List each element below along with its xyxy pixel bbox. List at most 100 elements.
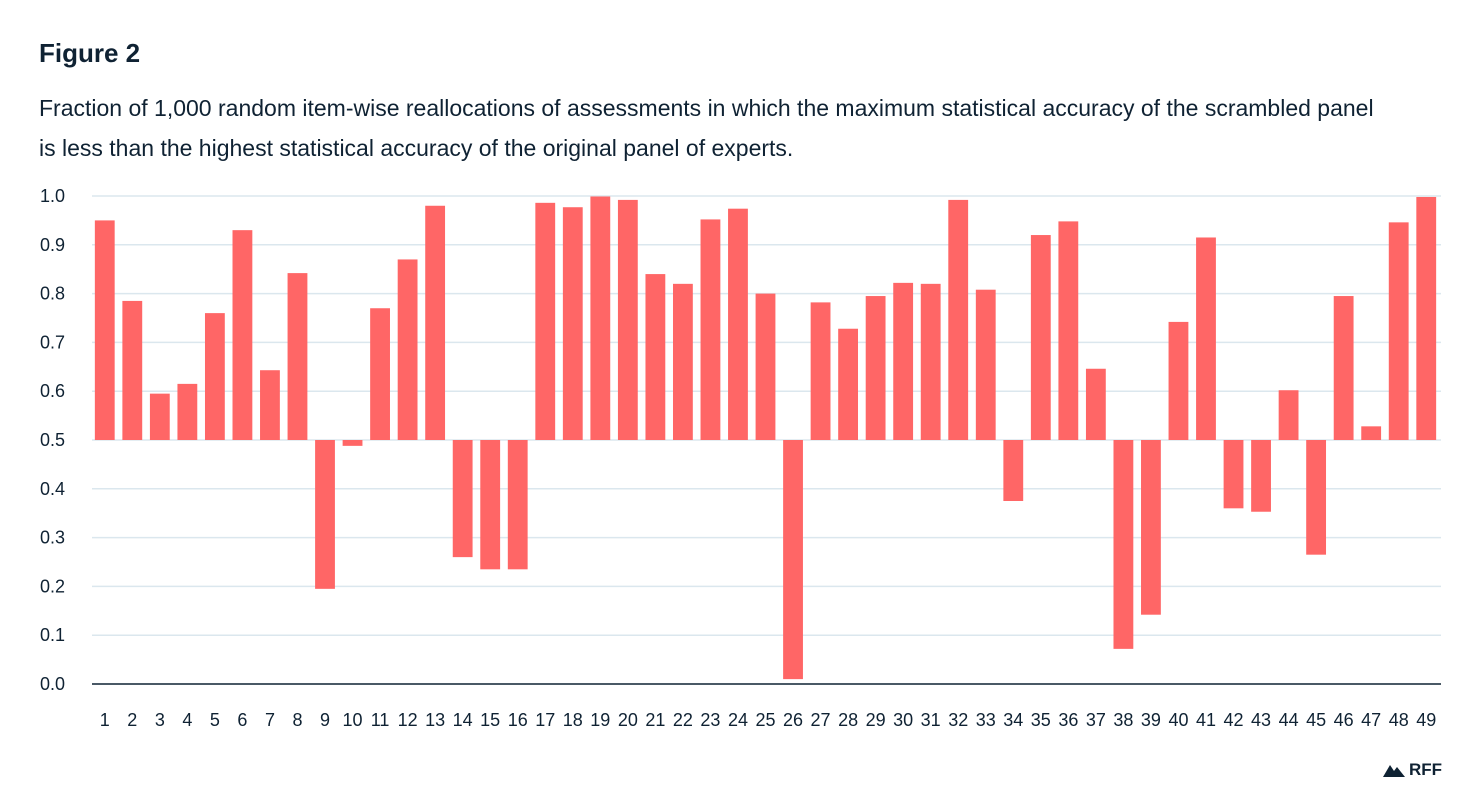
x-tick-label: 30 [893, 710, 913, 730]
bar-21 [645, 274, 666, 440]
bar-4 [177, 383, 198, 440]
bar-13 [425, 205, 446, 440]
x-tick-label: 43 [1251, 710, 1271, 730]
bar-36 [1058, 221, 1079, 440]
x-tick-label: 46 [1334, 710, 1354, 730]
bar-6 [232, 230, 253, 440]
bar-16 [507, 440, 528, 570]
x-tick-label: 31 [921, 710, 941, 730]
bar-14 [452, 440, 473, 558]
bar-49 [1416, 196, 1437, 440]
y-tick-label: 1.0 [40, 186, 65, 206]
x-tick-label: 6 [237, 710, 247, 730]
bar-8 [287, 273, 308, 440]
x-tick-label: 17 [535, 710, 555, 730]
x-tick-label: 12 [398, 710, 418, 730]
x-tick-label: 44 [1279, 710, 1299, 730]
bar-15 [480, 440, 501, 570]
x-tick-label: 37 [1086, 710, 1106, 730]
bar-19 [590, 196, 611, 440]
x-tick-label: 27 [811, 710, 831, 730]
x-tick-label: 48 [1389, 710, 1409, 730]
bar-43 [1251, 440, 1271, 512]
bar-23 [700, 219, 721, 440]
x-tick-label: 2 [127, 710, 137, 730]
x-tick-label: 39 [1141, 710, 1161, 730]
x-tick-label: 4 [182, 710, 192, 730]
x-tick-label: 42 [1224, 710, 1244, 730]
bar-10 [342, 440, 363, 446]
bar-39 [1141, 440, 1161, 615]
x-tick-label: 40 [1168, 710, 1188, 730]
bar-37 [1085, 368, 1106, 440]
x-tick-label: 49 [1416, 710, 1436, 730]
x-tick-label: 5 [210, 710, 220, 730]
bar-18 [562, 207, 583, 440]
x-tick-label: 16 [508, 710, 528, 730]
y-tick-label: 0.9 [40, 235, 65, 255]
x-tick-label: 25 [755, 710, 775, 730]
x-tick-label: 24 [728, 710, 748, 730]
y-tick-label: 0.3 [40, 528, 65, 548]
x-tick-label: 7 [265, 710, 275, 730]
x-tick-label: 34 [1003, 710, 1023, 730]
bar-30 [893, 282, 914, 440]
bar-9 [315, 440, 335, 589]
x-tick-label: 14 [453, 710, 473, 730]
x-tick-label: 9 [320, 710, 330, 730]
chart-title: Fraction of 1,000 random item-wise reall… [39, 95, 1374, 161]
y-tick-label: 0.1 [40, 625, 65, 645]
x-tick-label: 1 [100, 710, 110, 730]
x-tick-label: 28 [838, 710, 858, 730]
bar-47 [1361, 426, 1382, 440]
bar-26 [783, 440, 803, 680]
bar-34 [1003, 440, 1024, 501]
x-tick-label: 13 [425, 710, 445, 730]
x-tick-label: 11 [371, 710, 390, 730]
bar-48 [1388, 222, 1409, 440]
y-tick-label: 0.2 [40, 576, 65, 596]
x-tick-label: 22 [673, 710, 693, 730]
y-tick-label: 0.8 [40, 284, 65, 304]
bar-5 [204, 313, 225, 440]
y-tick-label: 0.4 [40, 479, 65, 499]
x-tick-label: 35 [1031, 710, 1051, 730]
bar-17 [535, 202, 556, 440]
x-axis-ticks: 1 2 3 4 5 6 7 8 9 10 11 12 13 14 15 16 17 18 19 20 21 22 23 24 2… [100, 710, 1436, 730]
x-tick-label: 36 [1058, 710, 1078, 730]
y-tick-label: 0.0 [40, 674, 65, 694]
bar-46 [1333, 296, 1354, 440]
x-tick-label: 18 [563, 710, 583, 730]
bar-32 [948, 199, 969, 440]
x-tick-label: 41 [1196, 710, 1216, 730]
rff-logo: RFF [1382, 760, 1442, 780]
bar-11 [370, 308, 390, 440]
bar-1 [94, 220, 115, 440]
x-tick-label: 23 [700, 710, 720, 730]
bar-40 [1168, 321, 1189, 440]
bar-2 [122, 300, 143, 440]
bar-24 [728, 208, 748, 440]
y-tick-label: 0.6 [40, 381, 65, 401]
x-tick-label: 32 [948, 710, 968, 730]
y-tick-label: 0.7 [40, 332, 65, 352]
bar-25 [755, 293, 776, 440]
bar-29 [865, 296, 886, 440]
bars [94, 196, 1437, 680]
mountain-icon [1382, 765, 1405, 777]
logo-text: RFF [1408, 760, 1442, 779]
bar-42 [1223, 440, 1244, 509]
x-tick-label: 8 [292, 710, 302, 730]
x-tick-label: 19 [590, 710, 610, 730]
x-tick-label: 26 [783, 710, 803, 730]
y-axis-ticks: 0.0 0.1 0.2 0.3 0.4 0.5 0.6 0.7 0.8 0.9 1.0 [40, 186, 65, 694]
bar-35 [1030, 235, 1051, 440]
bar-12 [397, 259, 418, 440]
bar-7 [260, 370, 280, 440]
x-tick-label: 47 [1361, 710, 1381, 730]
x-tick-label: 15 [480, 710, 500, 730]
bar-45 [1306, 440, 1327, 555]
x-tick-label: 33 [976, 710, 996, 730]
x-tick-label: 10 [343, 710, 363, 730]
